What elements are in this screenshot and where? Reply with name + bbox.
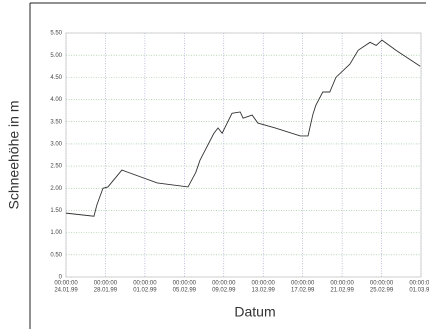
x-tick-label: 00:00:00 [409,281,429,287]
plot-border [65,32,422,278]
x-tick-label: 05.02.99 [173,288,197,294]
x-tick-label: 00:00:00 [133,281,157,287]
y-tick-label: 5.00 [50,53,62,59]
x-tick-label: 01.03.99 [409,288,429,294]
x-tick-label: 17.02.99 [291,288,315,294]
y-tick-label: 4.50 [50,75,62,81]
x-tick-label: 24.01.99 [54,288,78,294]
x-tick-label: 25.02.99 [370,288,394,294]
x-tick-label: 28.01.99 [94,288,118,294]
y-tick-label: 4.00 [50,97,62,103]
x-tick-label: 09.02.99 [212,288,236,294]
y-tick-label: 1.00 [50,230,62,236]
x-tick-label: 21.02.99 [330,288,354,294]
x-tick-label: 00:00:00 [173,281,197,287]
x-tick-label: 00:00:00 [330,281,354,287]
x-tick-label: 00:00:00 [212,281,236,287]
y-tick-label: 3.50 [50,119,62,125]
y-axis-title: Schneehöhe in m [6,101,22,210]
y-tick-label: 2.50 [50,164,62,170]
y-tick-label: 1.50 [50,208,62,214]
x-tick-label: 00:00:00 [94,281,118,287]
data-line [65,39,421,217]
x-tick-label: 13.02.99 [252,288,276,294]
x-tick-label: 00:00:00 [252,281,276,287]
x-tick-label: 01.02.99 [133,288,157,294]
y-tick-label: 5.50 [50,31,62,37]
x-tick-label: 00:00:00 [370,281,394,287]
y-tick-label: 2.00 [50,186,62,192]
x-tick-label: 00:00:00 [54,281,78,287]
y-tick-label: 3.00 [50,141,62,147]
y-tick-label: 0.50 [50,252,62,258]
y-tick-label: 0 [59,275,63,281]
x-axis-title: Datum [234,304,275,320]
x-tick-label: 00:00:00 [291,281,315,287]
